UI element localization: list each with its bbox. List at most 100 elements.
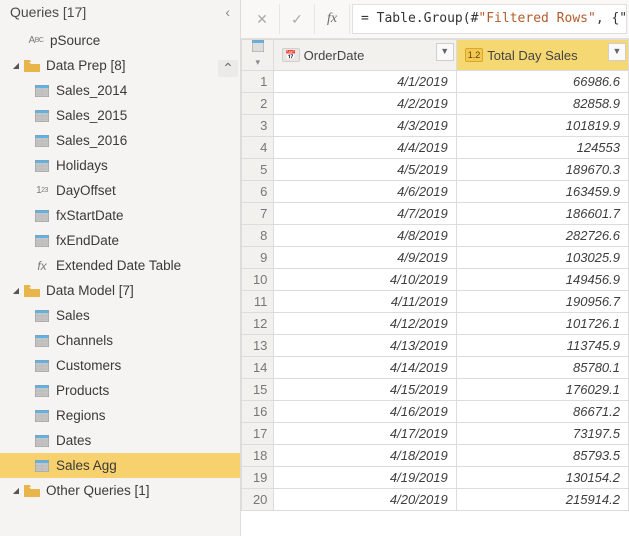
table-row[interactable]: 34/3/2019101819.9 <box>242 115 629 137</box>
row-number[interactable]: 20 <box>242 489 274 511</box>
cell-total-day-sales[interactable]: 103025.9 <box>456 247 628 269</box>
row-number[interactable]: 18 <box>242 445 274 467</box>
cell-total-day-sales[interactable]: 149456.9 <box>456 269 628 291</box>
row-number[interactable]: 9 <box>242 247 274 269</box>
column-header[interactable]: 1.2Total Day Sales▼ <box>456 40 628 71</box>
query-item[interactable]: Customers <box>0 353 240 378</box>
row-number[interactable]: 19 <box>242 467 274 489</box>
row-number[interactable]: 13 <box>242 335 274 357</box>
table-row[interactable]: 134/13/2019113745.9 <box>242 335 629 357</box>
cell-total-day-sales[interactable]: 190956.7 <box>456 291 628 313</box>
cell-orderdate[interactable]: 4/16/2019 <box>274 401 456 423</box>
table-row[interactable]: 174/17/201973197.5 <box>242 423 629 445</box>
cell-orderdate[interactable]: 4/17/2019 <box>274 423 456 445</box>
caret-down-icon[interactable]: ◢ <box>10 486 22 495</box>
table-row[interactable]: 144/14/201985780.1 <box>242 357 629 379</box>
row-number[interactable]: 14 <box>242 357 274 379</box>
query-item[interactable]: fxExtended Date Table <box>0 253 240 278</box>
table-row[interactable]: 184/18/201985793.5 <box>242 445 629 467</box>
cell-orderdate[interactable]: 4/3/2019 <box>274 115 456 137</box>
row-number[interactable]: 11 <box>242 291 274 313</box>
cell-total-day-sales[interactable]: 73197.5 <box>456 423 628 445</box>
table-row[interactable]: 154/15/2019176029.1 <box>242 379 629 401</box>
cell-total-day-sales[interactable]: 124553 <box>456 137 628 159</box>
grid-corner[interactable]: ▾ <box>242 40 274 71</box>
cell-orderdate[interactable]: 4/19/2019 <box>274 467 456 489</box>
query-item[interactable]: Sales_2016 <box>0 128 240 153</box>
column-type-icon[interactable]: 📅 <box>282 48 299 62</box>
cell-orderdate[interactable]: 4/9/2019 <box>274 247 456 269</box>
cell-total-day-sales[interactable]: 66986.6 <box>456 71 628 93</box>
query-item[interactable]: 123DayOffset <box>0 178 240 203</box>
query-item[interactable]: fxStartDate <box>0 203 240 228</box>
table-row[interactable]: 54/5/2019189670.3 <box>242 159 629 181</box>
query-group[interactable]: ◢Data Prep [8] <box>0 53 240 78</box>
table-row[interactable]: 124/12/2019101726.1 <box>242 313 629 335</box>
query-item[interactable]: Channels <box>0 328 240 353</box>
cell-orderdate[interactable]: 4/8/2019 <box>274 225 456 247</box>
cell-orderdate[interactable]: 4/11/2019 <box>274 291 456 313</box>
cell-orderdate[interactable]: 4/15/2019 <box>274 379 456 401</box>
cell-total-day-sales[interactable]: 101726.1 <box>456 313 628 335</box>
row-number[interactable]: 8 <box>242 225 274 247</box>
query-item[interactable]: Sales_2015 <box>0 103 240 128</box>
formula-input[interactable]: = Table.Group(#"Filtered Rows", {"O <box>352 4 627 34</box>
query-item[interactable]: Products <box>0 378 240 403</box>
table-row[interactable]: 14/1/201966986.6 <box>242 71 629 93</box>
row-number[interactable]: 10 <box>242 269 274 291</box>
column-type-icon[interactable]: 1.2 <box>465 48 484 62</box>
cell-total-day-sales[interactable]: 186601.7 <box>456 203 628 225</box>
commit-formula-icon[interactable]: ✓ <box>280 4 315 34</box>
row-number[interactable]: 7 <box>242 203 274 225</box>
row-number[interactable]: 2 <box>242 93 274 115</box>
column-filter-icon[interactable]: ▼ <box>608 43 626 61</box>
cell-total-day-sales[interactable]: 86671.2 <box>456 401 628 423</box>
cell-total-day-sales[interactable]: 215914.2 <box>456 489 628 511</box>
query-item[interactable]: fxEndDate <box>0 228 240 253</box>
query-item[interactable]: Holidays <box>0 153 240 178</box>
row-number[interactable]: 5 <box>242 159 274 181</box>
cell-total-day-sales[interactable]: 113745.9 <box>456 335 628 357</box>
cell-total-day-sales[interactable]: 85793.5 <box>456 445 628 467</box>
row-number[interactable]: 15 <box>242 379 274 401</box>
table-row[interactable]: 204/20/2019215914.2 <box>242 489 629 511</box>
table-row[interactable]: 24/2/201982858.9 <box>242 93 629 115</box>
cell-orderdate[interactable]: 4/13/2019 <box>274 335 456 357</box>
cell-total-day-sales[interactable]: 189670.3 <box>456 159 628 181</box>
row-number[interactable]: 6 <box>242 181 274 203</box>
cell-orderdate[interactable]: 4/18/2019 <box>274 445 456 467</box>
table-row[interactable]: 114/11/2019190956.7 <box>242 291 629 313</box>
cell-orderdate[interactable]: 4/7/2019 <box>274 203 456 225</box>
cell-orderdate[interactable]: 4/6/2019 <box>274 181 456 203</box>
caret-down-icon[interactable]: ◢ <box>10 286 22 295</box>
row-number[interactable]: 17 <box>242 423 274 445</box>
row-number[interactable]: 16 <box>242 401 274 423</box>
caret-down-icon[interactable]: ◢ <box>10 61 22 70</box>
column-header[interactable]: 📅OrderDate▼ <box>274 40 456 71</box>
row-number[interactable]: 4 <box>242 137 274 159</box>
collapse-pane-icon[interactable]: ‹ <box>225 4 230 20</box>
cell-total-day-sales[interactable]: 85780.1 <box>456 357 628 379</box>
table-row[interactable]: 194/19/2019130154.2 <box>242 467 629 489</box>
cell-total-day-sales[interactable]: 176029.1 <box>456 379 628 401</box>
cell-total-day-sales[interactable]: 163459.9 <box>456 181 628 203</box>
column-filter-icon[interactable]: ▼ <box>436 43 454 61</box>
table-row[interactable]: 84/8/2019282726.6 <box>242 225 629 247</box>
cell-orderdate[interactable]: 4/5/2019 <box>274 159 456 181</box>
table-row[interactable]: 164/16/201986671.2 <box>242 401 629 423</box>
cancel-formula-icon[interactable]: ✕ <box>245 4 280 34</box>
table-row[interactable]: 44/4/2019124553 <box>242 137 629 159</box>
query-item[interactable]: Sales Agg <box>0 453 240 478</box>
query-item[interactable]: Dates <box>0 428 240 453</box>
table-row[interactable]: 74/7/2019186601.7 <box>242 203 629 225</box>
query-group[interactable]: ◢Other Queries [1] <box>0 478 240 503</box>
row-number[interactable]: 3 <box>242 115 274 137</box>
query-item[interactable]: Sales_2014 <box>0 78 240 103</box>
cell-total-day-sales[interactable]: 101819.9 <box>456 115 628 137</box>
cell-orderdate[interactable]: 4/4/2019 <box>274 137 456 159</box>
cell-orderdate[interactable]: 4/14/2019 <box>274 357 456 379</box>
query-item-psource[interactable]: ABCpSource <box>0 28 240 53</box>
table-row[interactable]: 94/9/2019103025.9 <box>242 247 629 269</box>
table-row[interactable]: 104/10/2019149456.9 <box>242 269 629 291</box>
cell-orderdate[interactable]: 4/2/2019 <box>274 93 456 115</box>
